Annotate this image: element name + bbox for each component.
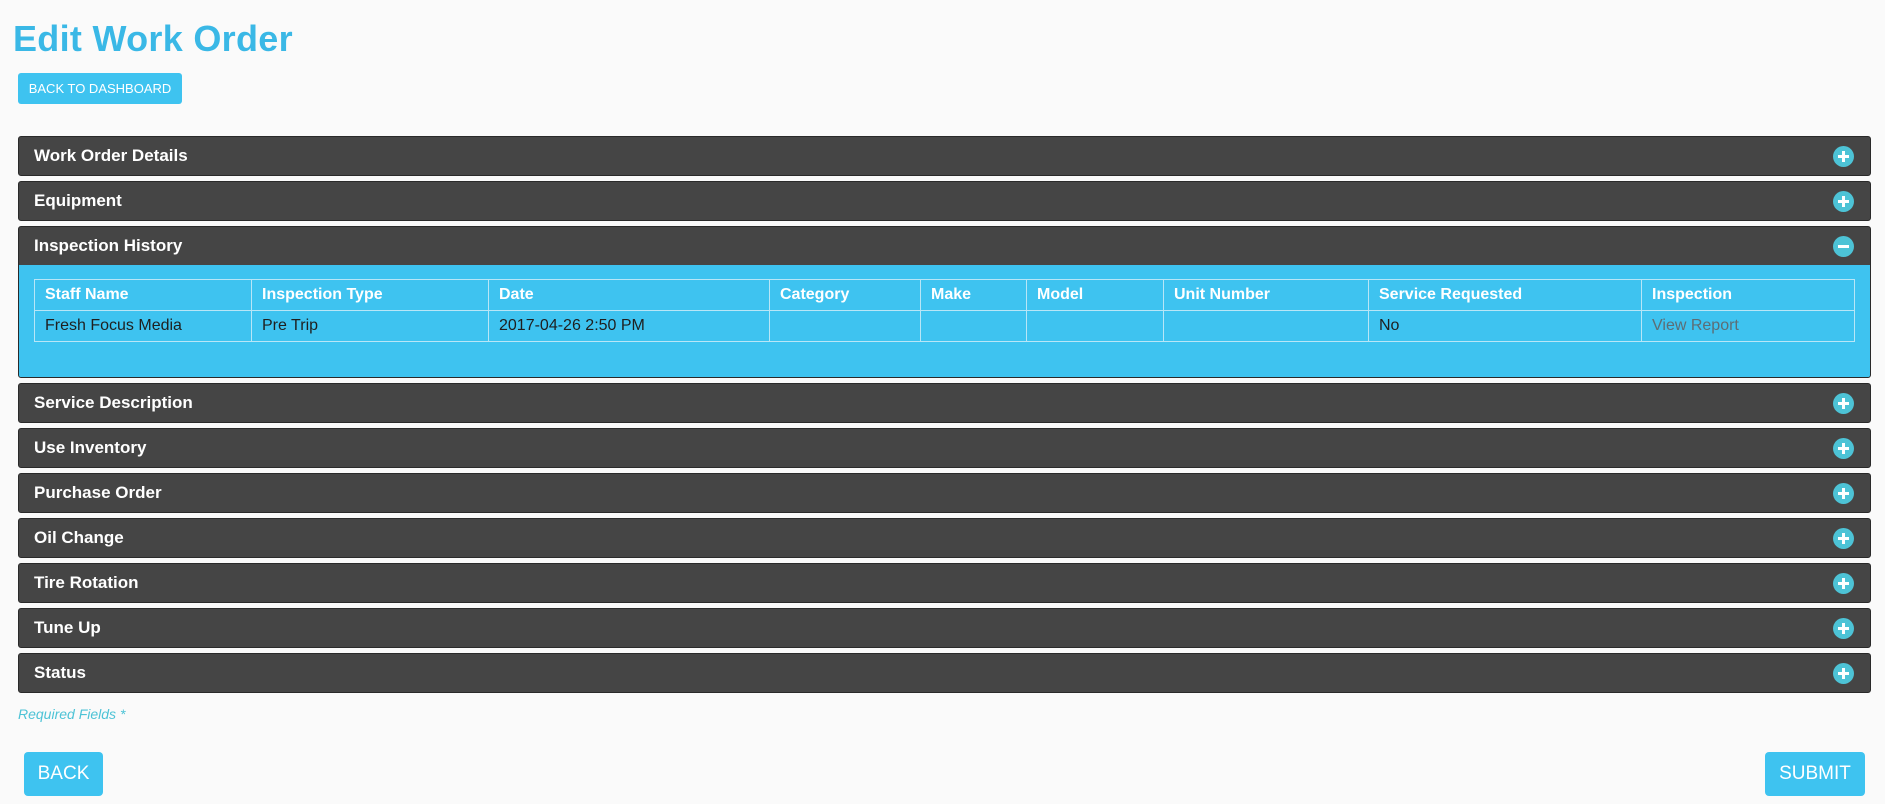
submit-button[interactable]: SUBMIT [1765,752,1865,796]
table-row: Fresh Focus Media Pre Trip 2017-04-26 2:… [34,310,1855,342]
minus-circle-icon[interactable] [1833,236,1854,257]
back-button[interactable]: BACK [24,752,103,796]
cell-date: 2017-04-26 2:50 PM [488,310,770,342]
section-oil-change: Oil Change [18,518,1871,558]
section-header-status[interactable]: Status [19,654,1870,692]
section-header-equipment[interactable]: Equipment [19,182,1870,220]
column-header-unit-number: Unit Number [1163,279,1369,311]
section-purchase-order: Purchase Order [18,473,1871,513]
cell-model [1026,310,1164,342]
required-fields-note: Required Fields * [18,706,126,722]
section-inspection-history: Inspection History Staff Name Inspection… [18,226,1871,378]
column-header-service-requested: Service Requested [1368,279,1642,311]
section-title: Tire Rotation [34,573,139,592]
cell-inspection: View Report [1641,310,1855,342]
plus-circle-icon[interactable] [1833,528,1854,549]
plus-circle-icon[interactable] [1833,191,1854,212]
section-header-tune-up[interactable]: Tune Up [19,609,1870,647]
column-header-inspection: Inspection [1641,279,1855,311]
table-header-row: Staff Name Inspection Type Date Category… [34,279,1855,311]
plus-circle-icon[interactable] [1833,483,1854,504]
cell-unit-number [1163,310,1369,342]
section-status: Status [18,653,1871,693]
column-header-category: Category [769,279,921,311]
plus-circle-icon[interactable] [1833,618,1854,639]
section-title: Work Order Details [34,146,188,165]
section-header-tire-rotation[interactable]: Tire Rotation [19,564,1870,602]
plus-circle-icon[interactable] [1833,573,1854,594]
section-title: Purchase Order [34,483,162,502]
column-header-staff-name: Staff Name [34,279,252,311]
section-work-order-details: Work Order Details [18,136,1871,176]
inspection-history-panel: Staff Name Inspection Type Date Category… [19,265,1870,377]
section-header-service-description[interactable]: Service Description [19,384,1870,422]
section-tune-up: Tune Up [18,608,1871,648]
section-title: Inspection History [34,236,183,255]
section-service-description: Service Description [18,383,1871,423]
cell-staff-name: Fresh Focus Media [34,310,252,342]
plus-circle-icon[interactable] [1833,146,1854,167]
section-title: Tune Up [34,618,101,637]
section-equipment: Equipment [18,181,1871,221]
section-tire-rotation: Tire Rotation [18,563,1871,603]
cell-service-requested: No [1368,310,1642,342]
section-header-oil-change[interactable]: Oil Change [19,519,1870,557]
column-header-model: Model [1026,279,1164,311]
cell-inspection-type: Pre Trip [251,310,489,342]
column-header-date: Date [488,279,770,311]
page-title: Edit Work Order [13,18,293,59]
view-report-link[interactable]: View Report [1652,317,1739,334]
section-header-use-inventory[interactable]: Use Inventory [19,429,1870,467]
accordion: Work Order Details Equipment Inspection … [18,136,1871,698]
section-header-inspection-history[interactable]: Inspection History [19,227,1870,265]
section-title: Status [34,663,86,682]
column-header-make: Make [920,279,1027,311]
section-header-work-order-details[interactable]: Work Order Details [19,137,1870,175]
cell-category [769,310,921,342]
back-to-dashboard-button[interactable]: BACK TO DASHBOARD [18,73,182,104]
cell-make [920,310,1027,342]
section-title: Equipment [34,191,122,210]
section-title: Use Inventory [34,438,147,457]
inspection-history-table: Staff Name Inspection Type Date Category… [34,279,1855,342]
section-title: Service Description [34,393,193,412]
plus-circle-icon[interactable] [1833,438,1854,459]
section-title: Oil Change [34,528,124,547]
plus-circle-icon[interactable] [1833,663,1854,684]
column-header-inspection-type: Inspection Type [251,279,489,311]
section-header-purchase-order[interactable]: Purchase Order [19,474,1870,512]
section-use-inventory: Use Inventory [18,428,1871,468]
plus-circle-icon[interactable] [1833,393,1854,414]
